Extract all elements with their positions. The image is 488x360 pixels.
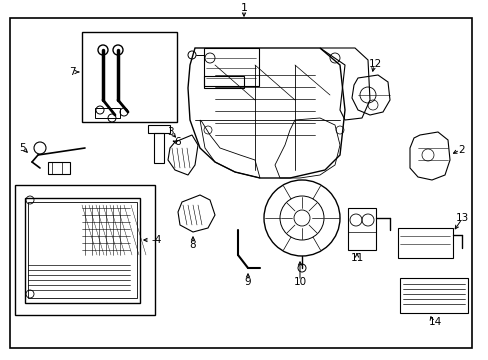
Text: 3: 3: [166, 127, 173, 137]
Text: -4: -4: [152, 235, 162, 245]
Bar: [25, 198, 140, 303]
Text: 8: 8: [189, 240, 196, 250]
Text: 14: 14: [427, 317, 441, 327]
Bar: [148, 125, 170, 133]
Bar: [399, 278, 467, 313]
Bar: [95, 108, 120, 118]
Text: 10: 10: [293, 277, 306, 287]
Bar: [397, 228, 452, 258]
Text: 9: 9: [244, 277, 251, 287]
Bar: [203, 48, 259, 86]
Text: 5: 5: [19, 143, 25, 153]
Bar: [28, 202, 137, 298]
Text: 6: 6: [174, 137, 181, 147]
Text: 2: 2: [458, 145, 465, 155]
Bar: [82, 32, 177, 122]
Bar: [154, 133, 163, 163]
Text: 7: 7: [68, 67, 75, 77]
Text: 13: 13: [454, 213, 468, 223]
Bar: [347, 208, 375, 250]
Text: 12: 12: [367, 59, 381, 69]
Text: 11: 11: [350, 253, 363, 263]
Text: 1: 1: [240, 3, 247, 13]
Bar: [48, 162, 70, 174]
Bar: [203, 76, 244, 88]
Bar: [15, 185, 155, 315]
